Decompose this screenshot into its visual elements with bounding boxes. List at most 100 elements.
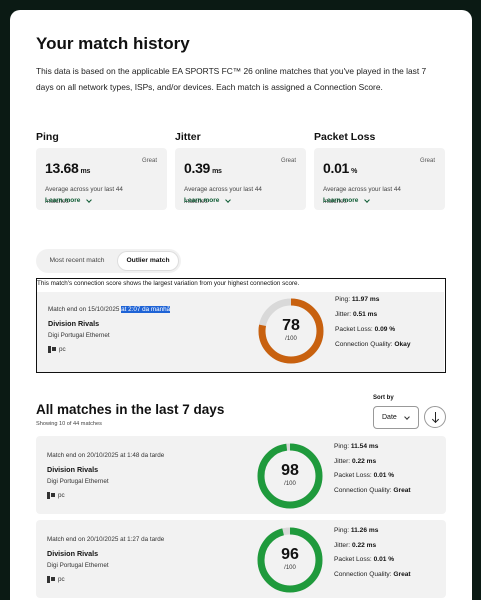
match-end-date: Match end on 15/10/2025 [48, 306, 120, 313]
packet-loss-sub: Average across your last 44 matches [323, 186, 401, 205]
jitter-value: 0.39 [184, 160, 211, 176]
match-mode: Division Rivals [47, 465, 99, 474]
stat-quality-value: Great [393, 571, 411, 578]
stat-ping-value: 11.26 ms [350, 527, 379, 534]
tab-most-recent-match[interactable]: Most recent match [49, 257, 105, 264]
ping-label: Ping [36, 131, 59, 143]
page-title: Your match history [36, 34, 190, 53]
packet-loss-learn-more-link[interactable]: Learn more [323, 196, 371, 204]
tab-outlier-match[interactable]: Outlier match [118, 252, 178, 270]
stat-jitter: Jitter: 0.22 ms [334, 542, 376, 549]
connection-score-max: /100 [284, 481, 296, 487]
platform-icon [47, 492, 55, 499]
stat-jitter-value: 0.22 ms [351, 458, 377, 465]
match-mode: Division Rivals [48, 319, 100, 328]
stat-jitter: Jitter: 0.22 ms [334, 458, 376, 465]
chevron-down-icon [86, 196, 93, 203]
stat-ping-label: Ping: [334, 527, 350, 534]
connection-score-max: /100 [285, 336, 297, 342]
ping-learn-more-link[interactable]: Learn more [45, 196, 93, 204]
jitter-label: Jitter [175, 131, 201, 143]
match-isp: Digi Portugal Ethernet [47, 478, 109, 485]
jitter-metric-card: 0.39 ms Great Average across your last 44… [175, 148, 306, 210]
stat-jitter: Jitter: 0.51 ms [335, 311, 377, 318]
stat-packet-loss-value: 0.01 % [373, 472, 395, 479]
stat-jitter-label: Jitter: [335, 311, 352, 318]
sort-by-label: Sort by [373, 395, 394, 401]
stat-ping: Ping: 11.54 ms [334, 443, 378, 450]
jitter-learn-more-link[interactable]: Learn more [184, 196, 232, 204]
match-isp: Digi Portugal Ethernet [47, 562, 109, 569]
ping-value: 13.68 [45, 160, 79, 176]
chevron-down-icon [404, 414, 410, 420]
connection-score-gauge: 78 /100 [256, 296, 326, 366]
learn-more-label: Learn more [323, 197, 359, 204]
platform-icon [48, 346, 56, 353]
stat-quality-label: Connection Quality: [335, 341, 393, 348]
stat-ping-label: Ping: [334, 443, 350, 450]
match-card[interactable]: Match end on 20/10/2025 at 1:27 da tarde… [36, 520, 446, 598]
page-description: This data is based on the applicable EA … [36, 66, 427, 92]
connection-score-gauge: 98 /100 [255, 441, 325, 511]
match-card[interactable]: Match end on 20/10/2025 at 1:48 da tarde… [36, 436, 446, 514]
outlier-match-panel: This match's connection score shows the … [36, 278, 446, 373]
jitter-value-wrap: 0.39 ms [184, 160, 222, 176]
match-platform: pc [47, 576, 65, 583]
ping-value-wrap: 13.68 ms [45, 160, 90, 176]
ping-metric-card: 13.68 ms Great Average across your last 4… [36, 148, 167, 210]
outlier-note: This match's connection score shows the … [37, 280, 300, 287]
packet-loss-value-wrap: 0.01% [323, 160, 357, 176]
stat-quality-label: Connection Quality: [334, 571, 392, 578]
packet-loss-metric-card: 0.01% Great Average across your last 44 … [314, 148, 445, 210]
packet-loss-unit: % [351, 168, 357, 175]
match-isp: Digi Portugal Ethernet [48, 332, 110, 339]
stat-packet-loss: Packet Loss: 0.01 % [334, 556, 394, 563]
stat-quality-label: Connection Quality: [334, 487, 392, 494]
ping-unit: ms [80, 168, 91, 175]
stat-ping-value: 11.54 ms [350, 443, 379, 450]
connection-score-max: /100 [284, 565, 296, 571]
gauge-ring [257, 527, 323, 593]
gauge-arc [258, 298, 324, 364]
jitter-unit: ms [212, 168, 222, 175]
gauge-arc [257, 527, 323, 593]
stat-ping-label: Ping: [335, 296, 351, 303]
stat-packet-loss: Packet Loss: 0.09 % [335, 326, 395, 333]
selected-text: at 2:07 da manhã [121, 306, 171, 313]
sort-direction-button[interactable] [424, 406, 446, 428]
connection-score: 98 [281, 462, 299, 479]
stat-jitter-value: 0.22 ms [351, 542, 377, 549]
stat-packet-loss: Packet Loss: 0.01 % [334, 472, 394, 479]
stat-jitter-label: Jitter: [334, 542, 351, 549]
connection-score-gauge: 96 /100 [255, 525, 325, 595]
learn-more-label: Learn more [184, 197, 220, 204]
gauge-arc [257, 443, 323, 509]
stat-jitter-label: Jitter: [334, 458, 351, 465]
platform-icon [47, 576, 55, 583]
match-end-time: Match end on 15/10/2025 at 2:07 da manhã [48, 306, 171, 313]
ping-sub: Average across your last 44 matches [45, 186, 123, 205]
stat-ping-value: 11.97 ms [351, 296, 380, 303]
stat-packet-loss-label: Packet Loss: [335, 326, 373, 333]
stat-packet-loss-value: 0.01 % [373, 556, 395, 563]
stat-packet-loss-label: Packet Loss: [334, 556, 372, 563]
stat-connection-quality: Connection Quality: Great [334, 487, 411, 494]
connection-score: 96 [281, 546, 299, 563]
sort-select[interactable]: Date [373, 406, 419, 429]
chevron-down-icon [225, 196, 232, 203]
chevron-down-icon [364, 196, 371, 203]
match-view-tabs: Most recent match Outlier match [36, 249, 181, 273]
platform-label: pc [58, 492, 65, 499]
jitter-status: Great [280, 158, 296, 164]
stat-packet-loss-label: Packet Loss: [334, 472, 372, 479]
match-platform: pc [47, 492, 65, 499]
outlier-match-card[interactable]: Match end on 15/10/2025 at 2:07 da manhã… [37, 292, 444, 372]
gauge-ring [258, 298, 324, 364]
jitter-sub: Average across your last 44 matches [184, 186, 262, 205]
match-platform: pc [48, 346, 66, 353]
packet-loss-value: 0.01 [323, 160, 350, 176]
packet-loss-status: Great [419, 158, 435, 164]
learn-more-label: Learn more [45, 197, 81, 204]
connection-score: 78 [282, 317, 300, 334]
match-mode: Division Rivals [47, 549, 99, 558]
